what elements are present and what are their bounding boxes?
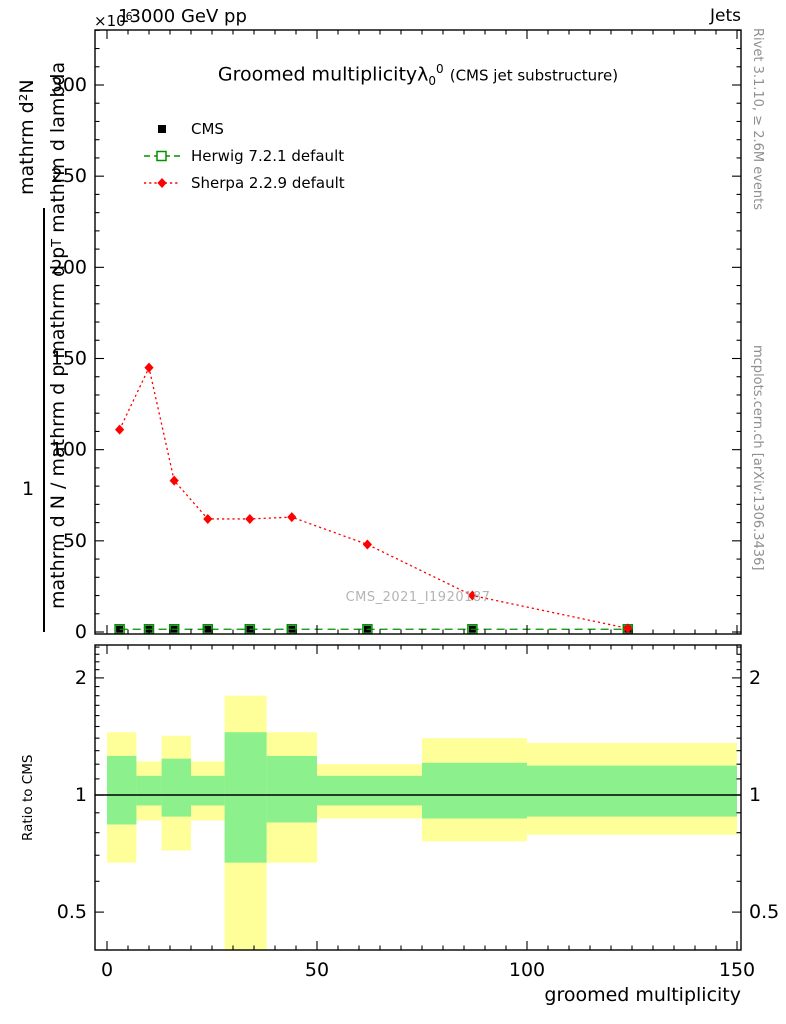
x-tick-label: 50 <box>305 959 329 981</box>
green-band <box>107 755 137 825</box>
herwig-marker-icon <box>144 150 180 161</box>
legend: CMS Herwig 7.2.1 default Sherpa 2.2.9 de… <box>143 115 345 196</box>
y-axis-label-den-text2: mathrm d lambda <box>47 61 69 239</box>
legend-label-sherpa: Sherpa 2.2.9 default <box>191 173 345 192</box>
watermark: CMS_2021_I1920187 <box>345 590 491 605</box>
legend-label-cms: CMS <box>191 119 224 138</box>
green-band <box>224 732 267 863</box>
y-tick-label: 300 <box>51 74 87 96</box>
ratio-tick-label-right: 2 <box>749 667 761 689</box>
y-tick-label: 200 <box>51 256 87 278</box>
y-axis-label-den-text: mathrm d N / mathrm d p mathrm d p <box>47 246 69 609</box>
open-square-icon <box>156 150 167 161</box>
filled-square-icon <box>158 124 166 133</box>
rivet-version-note: Rivet 3.1.10, ≥ 2.6M events <box>750 28 765 211</box>
analysis-topic-label: Jets <box>710 6 741 26</box>
multiplier-base: ×10 <box>94 12 126 30</box>
ratio-y-axis-label: Ratio to CMS <box>20 754 36 841</box>
tick-labels: 0 50 100 150 200 250 300 0.5 0.5 1 1 2 2 0 50 100 150 <box>51 74 779 981</box>
ratio-tick-label-right: 1 <box>749 784 761 806</box>
y-axis-label-denominator: mathrm d N / mathrm d p mathrm d pT math… <box>47 36 69 634</box>
mcplots-credit: mcplots.cern.ch [arXiv:1306.3436] <box>750 345 765 571</box>
y-axis-multiplier: ×106 <box>94 10 133 30</box>
legend-label-herwig: Herwig 7.2.1 default <box>191 146 345 165</box>
ratio-tick-label-left: 0.5 <box>57 901 87 923</box>
axis-ticks <box>95 29 741 950</box>
beam-energy-label: 13000 GeV pp <box>118 6 247 27</box>
green-band <box>422 762 527 819</box>
y-tick-label: 0 <box>75 621 87 643</box>
green-band <box>317 775 422 806</box>
ratio-tick-label-right: 0.5 <box>749 901 779 923</box>
ratio-tick-label-left: 2 <box>75 667 87 689</box>
lambda-subscript: 0 <box>428 74 437 89</box>
y-tick-label: 150 <box>51 348 87 370</box>
y-axis-label-den-sub: T <box>50 238 65 247</box>
x-tick-label: 0 <box>101 959 113 981</box>
plot-title-detail: (CMS jet substructure) <box>449 66 619 85</box>
lambda-superscript: 0 <box>436 62 444 76</box>
plot-title: Groomed multiplicityλ00 (CMS jet substru… <box>95 62 741 88</box>
x-tick-label: 150 <box>719 959 755 981</box>
green-band <box>191 775 225 806</box>
cms-marker-icon <box>158 124 166 133</box>
main-series <box>114 362 634 635</box>
x-tick-label: 100 <box>509 959 545 981</box>
lambda-symbol: λ <box>417 63 429 86</box>
y-tick-label: 250 <box>51 165 87 187</box>
ratio-uncertainty-bands <box>107 695 737 950</box>
filled-diamond-icon <box>157 177 167 188</box>
green-band <box>136 775 162 806</box>
x-axis-label: groomed multiplicity <box>544 984 741 1006</box>
legend-item-cms: CMS <box>143 115 345 142</box>
green-band <box>527 765 737 817</box>
plot-title-text: Groomed multiplicity <box>217 63 418 86</box>
legend-item-sherpa: Sherpa 2.2.9 default <box>143 169 345 196</box>
green-band <box>266 755 317 823</box>
y-tick-label: 50 <box>63 530 87 552</box>
legend-item-herwig: Herwig 7.2.1 default <box>143 142 345 169</box>
sherpa-marker-icon <box>144 177 180 188</box>
y-axis-label-one: 1 <box>22 478 35 500</box>
series-herwig <box>114 624 634 635</box>
y-axis-label-numerator: mathrm d²N <box>16 79 38 195</box>
series-sherpa <box>115 362 633 634</box>
ratio-tick-label-left: 1 <box>75 784 87 806</box>
y-tick-label: 100 <box>51 439 87 461</box>
panel-frames <box>94 29 742 951</box>
y-axis-fraction-bar <box>43 208 45 632</box>
green-band <box>161 758 191 817</box>
multiplier-exponent: 6 <box>125 10 133 23</box>
